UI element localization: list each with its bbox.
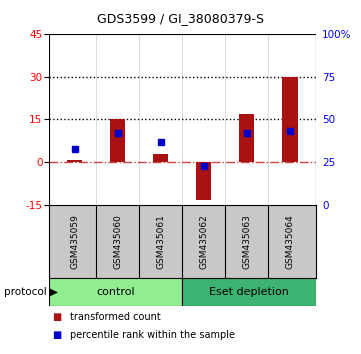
Bar [269,205,329,278]
Bar [196,162,212,200]
Text: GDS3599 / GI_38080379-S: GDS3599 / GI_38080379-S [97,12,264,25]
Bar [67,160,82,162]
Bar [182,279,316,306]
Bar [139,205,204,278]
Bar [96,205,161,278]
Bar [49,205,96,278]
Text: transformed count: transformed count [70,312,161,322]
Bar [283,76,297,162]
Text: Eset depletion: Eset depletion [209,287,289,297]
Bar [110,119,125,162]
Text: GSM435062: GSM435062 [199,214,208,269]
Text: control: control [96,287,135,297]
Text: ■: ■ [52,330,62,339]
Text: GSM435059: GSM435059 [70,214,79,269]
Bar [182,205,247,278]
Bar [239,114,255,162]
Bar [49,279,182,306]
Text: ■: ■ [52,312,62,322]
Text: GSM435063: GSM435063 [243,214,251,269]
Bar [225,205,290,278]
Bar [153,154,168,162]
Text: GSM435060: GSM435060 [113,214,122,269]
Text: GSM435064: GSM435064 [286,214,295,269]
Text: percentile rank within the sample: percentile rank within the sample [70,330,235,339]
Text: GSM435061: GSM435061 [156,214,165,269]
Text: protocol ▶: protocol ▶ [4,287,58,297]
